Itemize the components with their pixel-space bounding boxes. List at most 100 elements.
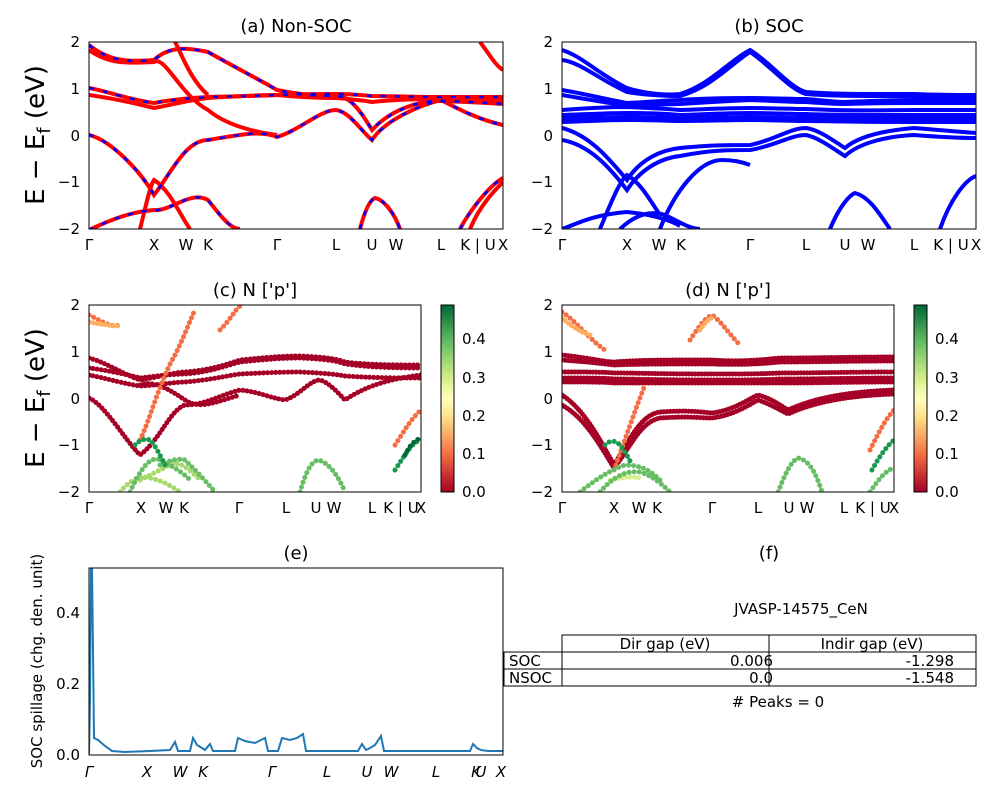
cell: 0.006 (730, 652, 773, 670)
xtick: Γ (268, 763, 278, 781)
panel-f-subtitle: JVASP-14575_CeN (733, 600, 868, 619)
panel-c-title: (c) N ['p'] (213, 280, 297, 301)
panel-a-bands-blue (89, 44, 503, 229)
panel-d-yticks: 2 1 0 −1 −2 (531, 296, 553, 501)
xtick: L (368, 499, 377, 517)
ytick: 2 (70, 296, 80, 314)
panel-c-xticks: Γ X W K Γ L U W L K | U X (85, 499, 426, 517)
xtick: W (384, 763, 400, 781)
panel-c: (c) N ['p'] (21, 280, 486, 517)
cbar-tick: 0.1 (462, 445, 486, 463)
xtick: L (802, 236, 811, 254)
spillage-line (89, 568, 503, 755)
panel-f: (f) JVASP-14575_CeN Dir gap (eV) Indir g… (503, 543, 977, 711)
xtick: K (179, 499, 190, 517)
xtick: K | U (933, 236, 968, 254)
ytick: −2 (58, 483, 80, 501)
cell: -1.298 (906, 652, 954, 670)
xtick: Γ (708, 499, 717, 517)
xtick: K | U (855, 499, 890, 517)
xtick: L (282, 499, 291, 517)
xtick: X (136, 499, 146, 517)
ytick: −1 (58, 173, 80, 191)
xtick: U (367, 236, 378, 254)
ytick: −1 (58, 436, 80, 454)
xtick: L (840, 499, 849, 517)
cbar-tick: 0.3 (462, 369, 486, 387)
xtick: L (432, 763, 440, 781)
cell: 0.0 (749, 669, 773, 687)
panel-c-colorbar-ticks: 0.4 0.3 0.2 0.1 0.0 (462, 330, 486, 501)
xtick: K (198, 763, 209, 781)
xtick: U (840, 236, 851, 254)
row-label: NSOC (509, 669, 552, 687)
ytick: 1 (70, 80, 80, 98)
cbar-tick: 0.0 (462, 483, 486, 501)
panel-b: (b) SOC 2 1 0 −1 −2 Γ (531, 16, 981, 254)
panel-b-bands (562, 47, 976, 229)
xtick: U (362, 763, 373, 781)
xtick: W (179, 236, 194, 254)
xtick: X (498, 236, 508, 254)
panel-d-title: (d) N ['p'] (685, 280, 771, 301)
panel-b-title: (b) SOC (734, 16, 803, 37)
ytick: −1 (531, 436, 553, 454)
xtick: Γ (85, 499, 94, 517)
xtick: W (173, 763, 189, 781)
xtick: K (676, 236, 687, 254)
xtick: Γ (746, 236, 755, 254)
xtick: W (327, 499, 342, 517)
cell: -1.548 (906, 669, 954, 687)
cbar-tick: 0.2 (935, 407, 959, 425)
ytick: 0 (70, 390, 80, 408)
xtick: K | U (460, 236, 495, 254)
xtick: X (971, 236, 981, 254)
panel-a: (a) Non-SOC (21, 16, 508, 254)
xtick: Γ (558, 236, 567, 254)
xtick: X (889, 499, 899, 517)
xtick: X (495, 763, 507, 781)
panel-e-title: (e) (283, 543, 308, 564)
ytick: 2 (543, 296, 553, 314)
panel-d-colorbar-ticks: 0.4 0.3 0.2 0.1 0.0 (935, 330, 959, 501)
ytick: 1 (543, 343, 553, 361)
ytick: 0.2 (56, 675, 80, 693)
cbar-tick: 0.4 (462, 330, 486, 348)
xtick: L (754, 499, 763, 517)
panel-e: (e) 0.4 0.2 0.0 Γ X W K Γ L U W L K U X … (28, 543, 507, 781)
panel-d-frame (561, 304, 895, 493)
panel-c-ylabel: E − Ef (eV) (21, 328, 55, 468)
panel-b-frame (561, 41, 977, 230)
xtick: X (416, 499, 426, 517)
gap-table-text: Dir gap (eV) Indir gap (eV) SOC 0.006 -1… (509, 635, 954, 687)
panel-c-frame (88, 304, 422, 493)
ytick: −2 (58, 220, 80, 238)
panel-d-colorbar (913, 304, 928, 493)
ytick: 0 (543, 127, 553, 145)
xtick: W (159, 499, 174, 517)
panel-d-bands (562, 309, 894, 492)
panel-e-ylabel: SOC spillage (chg. den. unit) (28, 554, 46, 769)
gap-table (503, 634, 977, 687)
panel-c-colorbar (440, 304, 455, 493)
xtick: L (323, 763, 331, 781)
xtick: L (332, 236, 341, 254)
xtick: K (471, 763, 482, 781)
panel-a-yticks: 2 1 0 −1 −2 (58, 33, 80, 238)
xtick: W (861, 236, 876, 254)
panel-d: (d) N ['p'] (531, 280, 959, 517)
row-label: SOC (509, 652, 541, 670)
xtick: Γ (85, 236, 94, 254)
ytick: −1 (531, 173, 553, 191)
ytick: 0 (543, 390, 553, 408)
panel-a-xticks: Γ X W K Γ L U W L K | U X (85, 236, 508, 254)
col-header: Indir gap (eV) (821, 635, 924, 653)
panel-a-frame (88, 41, 504, 230)
panel-e-yticks: 0.4 0.2 0.0 (56, 604, 80, 764)
panel-a-title: (a) Non-SOC (240, 16, 351, 37)
xtick: L (437, 236, 446, 254)
panel-b-xticks: Γ X W K Γ L U W L K | U X (558, 236, 981, 254)
xtick: Γ (273, 236, 282, 254)
panel-d-xticks: Γ X W K Γ L U W L K | U X (558, 499, 899, 517)
